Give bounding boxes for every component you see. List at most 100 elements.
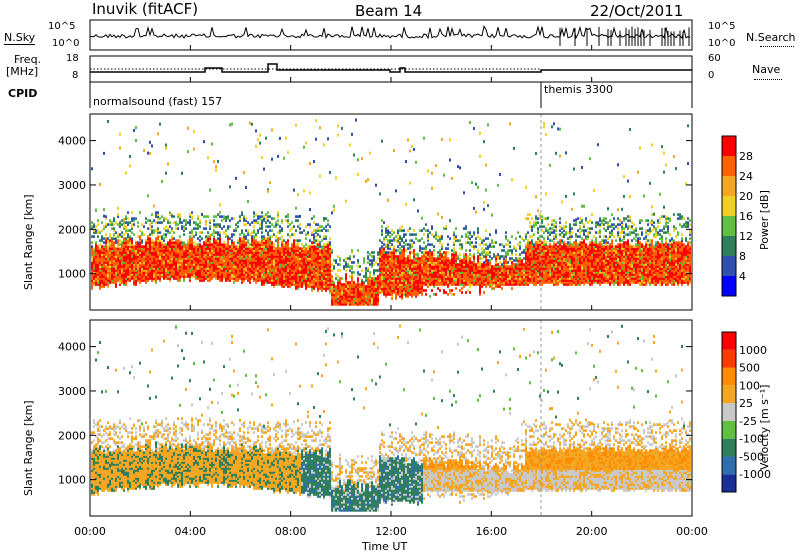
heatmap-cell <box>159 263 161 266</box>
heatmap-cell <box>185 227 187 230</box>
heatmap-cell <box>253 211 255 215</box>
heatmap-cell <box>219 203 221 207</box>
heatmap-cell <box>159 275 161 278</box>
heatmap-cell <box>107 223 109 226</box>
heatmap-cell <box>357 259 359 262</box>
heatmap-cell <box>347 281 349 284</box>
heatmap-cell <box>117 251 119 254</box>
nave-tick-top: 60 <box>708 53 721 64</box>
heatmap-cell <box>99 279 101 282</box>
heatmap-cell <box>483 140 485 144</box>
heatmap-cell <box>123 255 125 258</box>
heatmap-cell <box>177 245 179 248</box>
heatmap-cell <box>433 249 435 252</box>
heatmap-cell <box>181 261 183 264</box>
heatmap-cell <box>207 267 209 270</box>
heatmap-cell <box>141 247 143 250</box>
heatmap-cell <box>433 253 435 256</box>
heatmap-cell <box>119 132 121 136</box>
heatmap-cell <box>243 171 245 175</box>
heatmap-cell <box>93 277 95 280</box>
heatmap-cell <box>103 273 105 276</box>
heatmap-cell <box>191 273 193 276</box>
heatmap-cell <box>373 251 375 254</box>
heatmap-cell <box>131 219 133 222</box>
heatmap-cell <box>449 158 451 162</box>
heatmap-cell <box>197 253 199 256</box>
heatmap-cell <box>153 247 155 250</box>
heatmap-cell <box>483 255 485 258</box>
heatmap-cell <box>169 263 171 266</box>
heatmap-cell <box>323 243 325 246</box>
heatmap-cell <box>255 213 257 216</box>
heatmap-cell <box>431 225 433 228</box>
heatmap-cell <box>159 257 161 260</box>
heatmap-cell <box>141 251 143 254</box>
heatmap-cell <box>207 241 209 244</box>
heatmap-cell <box>209 235 211 238</box>
heatmap-cell <box>315 229 317 232</box>
heatmap-cell <box>489 243 491 246</box>
heatmap-cell <box>99 265 101 268</box>
heatmap-cell <box>161 255 163 258</box>
heatmap-cell <box>203 251 205 254</box>
heatmap-cell <box>145 275 147 278</box>
heatmap-cell <box>119 253 121 256</box>
heatmap-cell <box>117 249 119 252</box>
heatmap-cell <box>199 255 201 258</box>
heatmap-cell <box>125 279 127 282</box>
heatmap-cell <box>115 253 117 256</box>
heatmap-cell <box>177 227 179 230</box>
heatmap-cell <box>251 235 253 238</box>
heatmap-cell <box>485 163 487 167</box>
heatmap-cell <box>141 233 143 236</box>
heatmap-cell <box>93 281 95 284</box>
heatmap-cell <box>99 275 101 278</box>
heatmap-cell <box>397 255 399 258</box>
heatmap-cell <box>371 251 373 254</box>
heatmap-cell <box>169 245 171 248</box>
heatmap-cell <box>117 269 119 272</box>
heatmap-cell <box>93 279 95 282</box>
heatmap-cell <box>131 261 133 264</box>
heatmap-cell <box>91 271 93 274</box>
heatmap-cell <box>291 227 293 230</box>
heatmap-cell <box>421 247 423 250</box>
heatmap-cell <box>133 253 135 256</box>
heatmap-cell <box>175 227 177 230</box>
heatmap-cell <box>109 269 111 272</box>
heatmap-cell <box>445 225 447 228</box>
heatmap-cell <box>127 221 129 224</box>
heatmap-cell <box>125 271 127 274</box>
heatmap-cell <box>115 263 117 266</box>
heatmap-cell <box>225 243 227 246</box>
heatmap-cell <box>155 263 157 266</box>
heatmap-cell <box>197 269 199 272</box>
heatmap-cell <box>497 263 499 266</box>
heatmap-cell <box>109 261 111 264</box>
heatmap-cell <box>489 251 491 254</box>
heatmap-cell <box>121 253 123 256</box>
heatmap-cell <box>439 289 441 292</box>
heatmap-cell <box>353 261 355 264</box>
heatmap-cell <box>101 221 103 224</box>
heatmap-cell <box>163 239 165 242</box>
heatmap-cell <box>467 241 469 244</box>
heatmap-cell <box>169 255 171 258</box>
heatmap-cell <box>101 279 103 282</box>
heatmap-cell <box>125 243 127 246</box>
heatmap-cell <box>273 217 275 220</box>
heatmap-cell <box>163 249 165 252</box>
heatmap-cell <box>167 257 169 260</box>
heatmap-cell <box>299 223 301 226</box>
heatmap-cell <box>137 273 139 276</box>
heatmap-cell <box>429 249 431 252</box>
heatmap-cell <box>213 271 215 274</box>
heatmap-cell <box>191 217 193 220</box>
heatmap-cell <box>113 229 115 232</box>
heatmap-cell <box>203 279 205 282</box>
heatmap-cell <box>163 273 165 276</box>
heatmap-cell <box>91 247 93 250</box>
heatmap-cell <box>191 263 193 266</box>
heatmap-cell <box>217 231 219 234</box>
